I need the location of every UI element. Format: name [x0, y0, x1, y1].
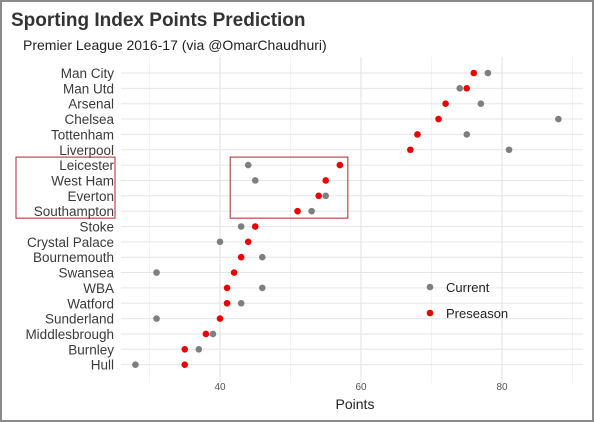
current-point	[308, 207, 315, 215]
current-point	[244, 161, 252, 169]
current-point	[484, 69, 492, 77]
preseason-point	[435, 115, 442, 123]
x-tick-label: 60	[355, 382, 367, 393]
data-points	[132, 69, 562, 368]
highlight-boxes	[15, 156, 349, 219]
highlight-box-points	[229, 156, 349, 219]
y-tick-label: Southampton	[34, 204, 114, 219]
y-tick-label: Tottenham	[51, 127, 114, 142]
preseason-point	[216, 315, 224, 322]
y-tick-label: Man Utd	[63, 81, 114, 96]
current-point	[322, 192, 330, 200]
preseason-point	[202, 330, 210, 338]
y-tick-label: Stoke	[79, 220, 114, 235]
x-tick-labels: 40 60 80	[214, 382, 508, 393]
preseason-point	[442, 100, 449, 107]
y-tick-label: Leicester	[59, 158, 114, 173]
x-gridlines	[149, 57, 573, 383]
preseason-point	[230, 269, 238, 276]
preseason-point	[414, 131, 421, 138]
preseason-point	[322, 177, 330, 184]
current-point	[477, 100, 485, 107]
y-tick-label: Watford	[67, 296, 114, 311]
current-point	[555, 115, 562, 123]
y-tick-label: Burnley	[68, 342, 114, 357]
preseason-point	[181, 361, 189, 368]
preseason-point	[463, 85, 471, 92]
preseason-point	[470, 69, 478, 77]
current-point	[132, 361, 139, 368]
legend-marker	[426, 309, 434, 317]
current-point	[216, 238, 224, 246]
current-point	[195, 346, 203, 353]
y-tick-label: Arsenal	[68, 97, 114, 112]
current-point	[505, 146, 513, 154]
current-point	[251, 177, 259, 184]
preseason-point	[181, 346, 189, 353]
x-tick-label: 80	[496, 382, 508, 393]
current-point	[456, 85, 464, 92]
preseason-point	[223, 284, 231, 292]
highlight-box-labels	[15, 156, 116, 219]
y-tick-label: Hull	[91, 358, 114, 373]
legend-marker	[426, 283, 434, 291]
y-tick-label: WBA	[83, 281, 114, 296]
y-tick-label: Chelsea	[64, 112, 114, 127]
preseason-point	[407, 146, 414, 154]
preseason-point	[336, 161, 344, 169]
current-point	[463, 131, 471, 138]
current-point	[153, 315, 160, 322]
y-tick-label: Man City	[61, 66, 115, 81]
preseason-point	[251, 223, 259, 230]
y-tick-label: West Ham	[51, 173, 114, 188]
y-tick-label: Bournemouth	[33, 250, 114, 265]
y-tick-label: Sunderland	[45, 312, 114, 327]
chart-subtitle: Premier League 2016-17 (via @OmarChaudhu…	[23, 37, 327, 53]
current-point	[237, 299, 245, 307]
x-tick-label: 40	[214, 382, 226, 393]
preseason-point	[315, 192, 323, 200]
y-gridlines	[121, 72, 583, 366]
legend-label: Preseason	[446, 306, 508, 321]
current-point	[259, 284, 266, 292]
current-point	[237, 223, 245, 230]
chart-title: Sporting Index Points Prediction	[11, 10, 306, 31]
preseason-point	[237, 253, 245, 261]
preseason-point	[244, 238, 252, 246]
y-tick-label: Crystal Palace	[27, 235, 114, 250]
y-tick-label: Liverpool	[59, 143, 114, 158]
current-point	[259, 253, 266, 261]
current-point	[209, 330, 217, 338]
y-tick-label: Middlesbrough	[25, 327, 114, 342]
current-point	[153, 269, 160, 276]
legend-label: Current	[446, 280, 490, 295]
preseason-point	[223, 299, 231, 307]
x-axis-title: Points	[336, 396, 375, 412]
y-tick-label: Everton	[67, 189, 114, 204]
y-tick-label: Swansea	[58, 266, 114, 281]
preseason-point	[294, 207, 301, 215]
legend: Current Preseason	[426, 280, 508, 321]
